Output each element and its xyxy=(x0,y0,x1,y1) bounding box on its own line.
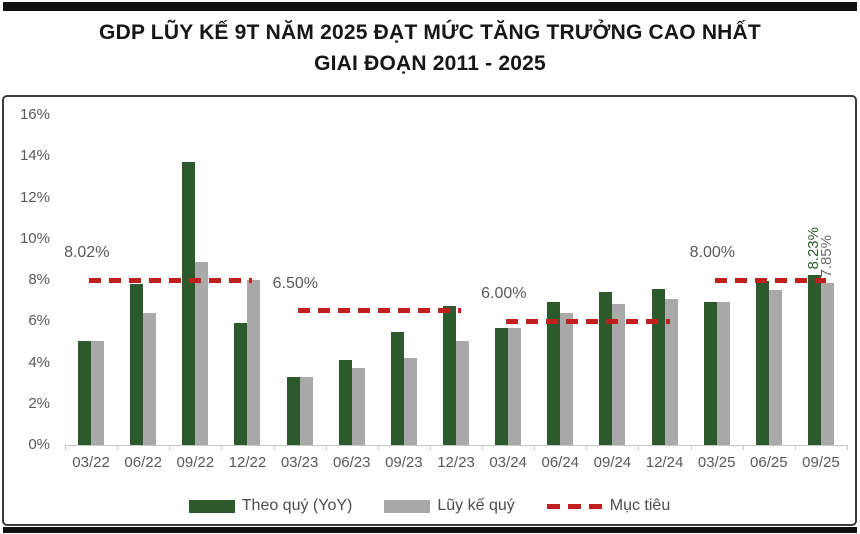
x-axis-tick xyxy=(794,445,796,450)
y-axis-label: 6% xyxy=(28,312,50,330)
target-line-label: 8.02% xyxy=(64,244,110,261)
bar-luy-ke-quy xyxy=(456,340,469,445)
x-axis-label: 06/23 xyxy=(332,454,371,471)
legend-item-theo-quy: Theo quý (YoY) xyxy=(188,497,353,515)
bar-theo-quy-yoy xyxy=(234,322,248,445)
bar-theo-quy-yoy xyxy=(182,162,196,445)
legend-swatch-luy-ke xyxy=(384,499,431,513)
y-axis-label: 2% xyxy=(28,394,50,412)
x-axis-label: 03/25 xyxy=(697,454,736,471)
x-axis-label: 09/23 xyxy=(385,454,423,471)
bar-luy-ke-quy xyxy=(508,328,522,445)
x-axis-label: 12/23 xyxy=(437,454,475,471)
x-axis-tick xyxy=(586,445,588,450)
bottom-rule xyxy=(3,527,857,533)
target-line-segment xyxy=(506,318,670,324)
target-line-segment xyxy=(89,277,253,283)
x-axis-tick xyxy=(690,445,692,450)
x-axis-tick xyxy=(534,445,536,450)
legend-item-muc-tieu: Mục tiêu xyxy=(546,497,671,515)
bar-theo-quy-yoy xyxy=(807,275,821,445)
target-line-segment xyxy=(714,277,826,283)
x-axis-tick xyxy=(65,445,66,450)
y-axis-label: 16% xyxy=(19,106,50,123)
x-axis-label: 06/22 xyxy=(124,454,162,471)
x-axis-label: 06/24 xyxy=(541,454,580,471)
bar-luy-ke-quy xyxy=(247,279,261,445)
bar-luy-ke-quy xyxy=(91,340,105,445)
x-axis-tick xyxy=(273,445,275,450)
x-axis-label: 03/23 xyxy=(280,454,319,471)
x-axis-tick xyxy=(638,445,640,450)
y-axis-label: 14% xyxy=(19,147,50,165)
legend-item-luy-ke: Lũy kế quý xyxy=(384,497,515,515)
page-title-line2: GIAI ĐOẠN 2011 - 2025 xyxy=(314,52,546,75)
target-line-label: 6.50% xyxy=(272,274,318,292)
x-axis-tick xyxy=(847,445,848,450)
target-line-label: 6.00% xyxy=(481,285,527,303)
end-label-bar-luy-ke-quy: 7.85% xyxy=(818,234,836,278)
bar-theo-quy-yoy xyxy=(703,302,717,445)
bar-theo-quy-yoy xyxy=(755,280,769,445)
page-title: GDP LŨY KẾ 9T NĂM 2025 ĐẠT MỨC TĂNG TRƯỞ… xyxy=(0,17,860,79)
chart-legend: Theo quý (YoY) Lũy kế quý Mục tiêu xyxy=(4,497,855,515)
bar-luy-ke-quy xyxy=(195,262,209,445)
bar-theo-quy-yoy xyxy=(495,328,509,445)
y-axis-label: 4% xyxy=(28,353,50,371)
bar-theo-quy-yoy xyxy=(390,332,404,445)
x-axis-tick xyxy=(482,445,484,450)
bar-luy-ke-quy xyxy=(560,312,574,445)
x-axis-label: 03/22 xyxy=(72,454,110,471)
bar-luy-ke-quy xyxy=(403,357,417,445)
y-axis-label: 12% xyxy=(19,188,50,206)
bar-luy-ke-quy xyxy=(351,368,365,445)
page-title-line1: GDP LŨY KẾ 9T NĂM 2025 ĐẠT MỨC TĂNG TRƯỞ… xyxy=(99,21,761,44)
target-line-label: 8.00% xyxy=(689,244,736,261)
x-axis-label: 06/25 xyxy=(750,454,788,471)
x-axis-tick xyxy=(377,445,379,450)
bar-luy-ke-quy xyxy=(612,304,626,445)
legend-label-theo-quy: Theo quý (YoY) xyxy=(241,497,353,514)
x-axis-tick xyxy=(169,445,171,450)
bar-theo-quy-yoy xyxy=(286,377,300,445)
legend-swatch-muc-tieu-dash xyxy=(546,503,603,509)
bar-theo-quy-yoy xyxy=(130,283,144,445)
x-axis-label: 03/24 xyxy=(489,454,527,471)
bar-theo-quy-yoy xyxy=(599,292,613,445)
bar-theo-quy-yoy xyxy=(443,306,456,445)
bar-theo-quy-yoy xyxy=(78,340,92,445)
x-axis-line xyxy=(65,445,847,446)
y-axis-label: 10% xyxy=(19,229,50,247)
x-axis-label: 09/24 xyxy=(593,454,632,471)
bar-luy-ke-quy xyxy=(664,298,678,445)
x-axis-label: 09/22 xyxy=(176,454,215,471)
top-rule xyxy=(3,2,857,11)
y-axis-label: 0% xyxy=(28,436,50,453)
x-axis-tick xyxy=(221,445,223,450)
bar-luy-ke-quy xyxy=(716,302,730,445)
legend-swatch-theo-quy xyxy=(188,499,235,513)
bar-luy-ke-quy xyxy=(820,283,834,445)
bar-luy-ke-quy xyxy=(143,312,157,445)
bar-luy-ke-quy xyxy=(299,377,313,445)
x-axis-label: 12/24 xyxy=(645,454,684,471)
x-axis-label: 12/22 xyxy=(228,454,267,471)
bar-theo-quy-yoy xyxy=(338,359,352,445)
target-line-segment xyxy=(297,308,461,314)
y-axis-label: 8% xyxy=(28,271,50,288)
x-axis-tick xyxy=(117,445,119,450)
x-axis-label: 09/25 xyxy=(802,454,840,471)
legend-label-luy-ke: Lũy kế quý xyxy=(437,497,515,514)
bar-luy-ke-quy xyxy=(768,289,782,445)
legend-label-muc-tieu: Mục tiêu xyxy=(609,497,671,514)
chart-frame: Theo quý (YoY) Lũy kế quý Mục tiêu 0% 2% 4… xyxy=(2,95,857,526)
x-axis-tick xyxy=(742,445,744,450)
x-axis-tick xyxy=(325,445,327,450)
x-axis-tick xyxy=(429,445,431,450)
bar-theo-quy-yoy xyxy=(547,302,561,445)
bar-theo-quy-yoy xyxy=(651,289,665,445)
